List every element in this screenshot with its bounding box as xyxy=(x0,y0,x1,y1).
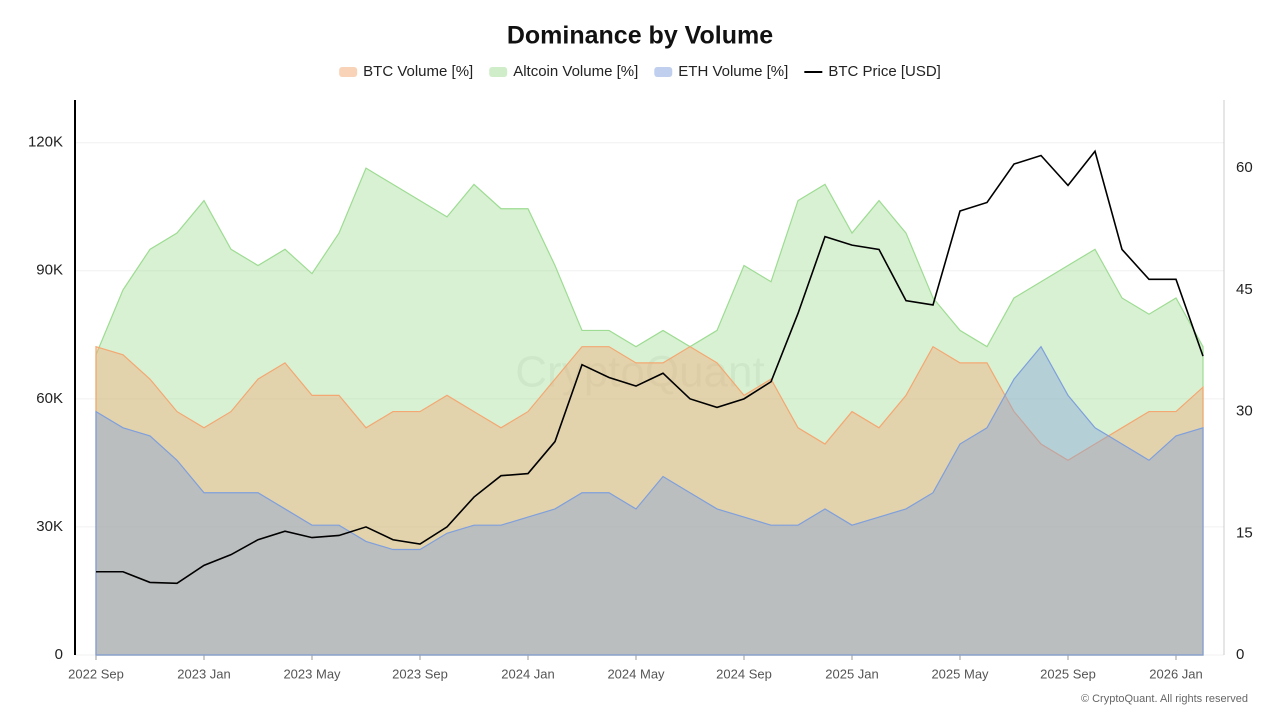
y2-tick-label: 15 xyxy=(1236,524,1253,541)
x-tick-label: 2024 Jan xyxy=(501,666,555,681)
legend: BTC Volume [%] Altcoin Volume [%] ETH Volu… xyxy=(339,63,941,80)
x-tick-label: 2023 Jan xyxy=(177,666,231,681)
y-tick-label: 30K xyxy=(36,518,63,535)
line xyxy=(96,149,1204,585)
x-tick-label: 2025 Jan xyxy=(825,666,879,681)
y2-tick-label: 60 xyxy=(1236,159,1253,176)
x-tick-label: 2023 Sep xyxy=(392,666,448,681)
y2-tick-label: 45 xyxy=(1236,281,1253,298)
x-tick-label: 2024 May xyxy=(607,666,665,681)
legend-label: BTC Volume [%] xyxy=(363,63,473,80)
y-tick-label: 0 xyxy=(55,646,63,663)
y2-tick-label: 0 xyxy=(1236,646,1244,663)
x-tick-label: 2023 May xyxy=(283,666,341,681)
watermark: CryptoQuant xyxy=(515,348,764,397)
legend-swatch xyxy=(339,67,358,77)
y-tick-label: 120K xyxy=(28,134,63,151)
legend-swatch xyxy=(489,67,508,77)
legend-swatch xyxy=(654,67,673,77)
area xyxy=(95,345,1204,656)
y2-tick-label: 30 xyxy=(1236,403,1253,420)
legend-label: ETH Volume [%] xyxy=(678,63,788,80)
y-tick-label: 60K xyxy=(36,390,63,407)
legend-label: BTC Price [USD] xyxy=(828,63,941,80)
x-tick-label: 2025 Sep xyxy=(1040,666,1096,681)
x-tick-label: 2025 May xyxy=(931,666,989,681)
x-tick-label: 2024 Sep xyxy=(716,666,772,681)
legend-label: Altcoin Volume [%] xyxy=(513,63,638,80)
chart-title: Dominance by Volume xyxy=(507,22,773,50)
y-tick-label: 90K xyxy=(36,262,63,279)
x-tick-label: 2026 Jan xyxy=(1149,666,1203,681)
x-tick-label: 2022 Sep xyxy=(68,666,124,681)
area xyxy=(95,345,1204,656)
footer: © CryptoQuant. All rights reserved xyxy=(1081,693,1248,705)
